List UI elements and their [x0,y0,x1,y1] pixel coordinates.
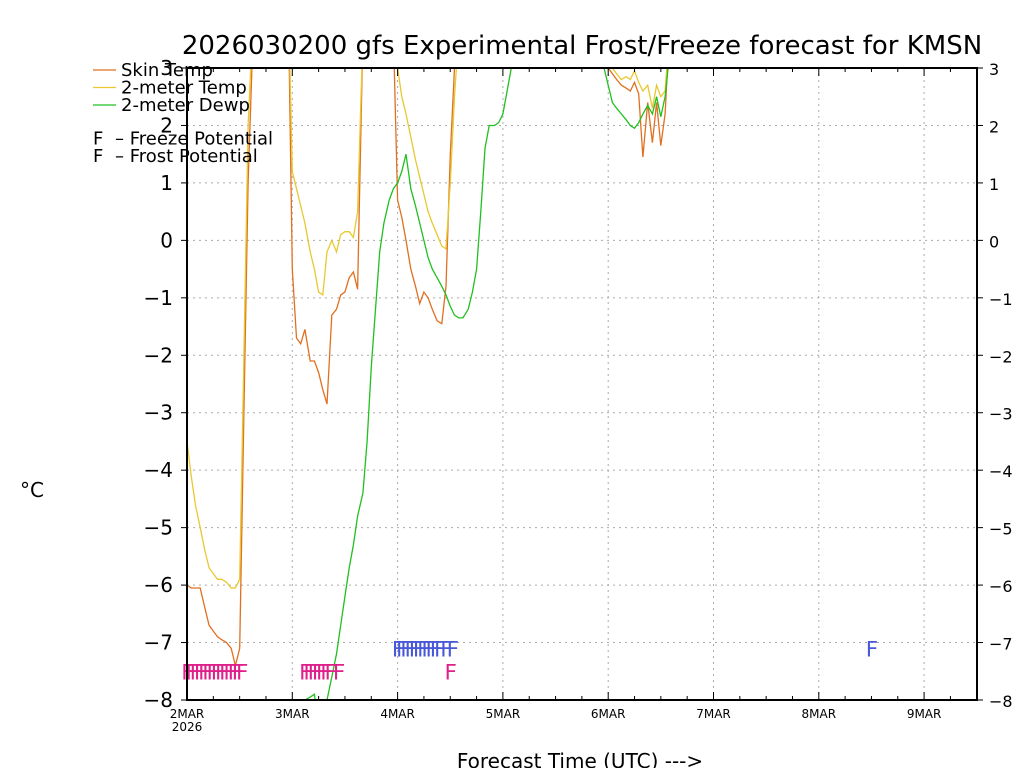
freeze-marker: F [320,660,333,684]
legend-label: – Freeze Potential [115,129,273,150]
plot-frame [186,67,978,701]
freeze-marker: F [307,660,320,684]
y-tick-label-right: −8 [989,692,1013,711]
freeze-marker: F [299,660,312,684]
y-tick-label-left: −2 [144,343,173,367]
freeze-marker: F [232,660,245,684]
y-tick-label-right: −5 [989,520,1013,539]
y-tick-label-left: −1 [144,286,173,310]
series-line-skin-temp [187,68,669,666]
y-tick-label-right: −7 [989,635,1013,654]
y-axis-label: °C [20,478,44,502]
frost-marker: F [425,637,438,661]
frost-marker: F [396,637,409,661]
legend-label: – Frost Potential [115,146,258,167]
legend-label: Skin Temp [121,60,213,81]
y-tick-label-left: −5 [144,516,173,540]
x-tick-label: 8MAR [802,707,837,721]
freeze-marker: F [312,660,325,684]
freeze-marker: F [189,660,202,684]
y-tick-label-left: −4 [144,458,173,482]
freeze-marker: F [444,660,457,684]
freeze-marker: F [194,660,207,684]
freeze-marker: F [198,660,211,684]
series-line-2-meter-dewp [303,68,669,700]
frost-marker: F [392,637,405,661]
frost-marker: F [446,637,459,661]
x-axis-label: Forecast Time (UTC) ---> [457,749,703,768]
x-tick-label: 9MAR [907,707,942,721]
frost-marker: F [865,637,878,661]
x-tick-label: 2MAR [170,707,205,721]
freeze-marker: F [210,660,223,684]
chart-title: 2026030200 gfs Experimental Frost/Freeze… [182,31,982,61]
x-tick-label: 6MAR [591,707,626,721]
freeze-marker: F [185,660,198,684]
y-tick-label-left: −6 [144,573,173,597]
legend-label: 2-meter Dewp [121,95,250,116]
legend-glyph: F [93,129,103,150]
y-tick-label-right: 1 [989,175,999,194]
frost-marker: F [434,637,447,661]
freeze-marker: F [324,660,337,684]
frost-marker: F [440,637,453,661]
frost-marker: F [404,637,417,661]
frost-marker: F [421,637,434,661]
freeze-marker: F [223,660,236,684]
freeze-marker: F [333,660,346,684]
y-tick-label-right: 3 [989,60,999,79]
y-tick-label-left: 2 [160,113,173,137]
frost-marker: F [408,637,421,661]
frost-marker: F [413,637,426,661]
x-tick-label: 3MAR [275,707,310,721]
frost-marker: F [430,637,443,661]
freeze-marker: F [206,660,219,684]
y-tick-label-right: −6 [989,577,1013,596]
freeze-marker: F [227,660,240,684]
freeze-marker: F [236,660,249,684]
x-tick-label: 5MAR [486,707,521,721]
frost-marker: F [400,637,413,661]
freeze-marker: F [215,660,228,684]
legend-label: 2-meter Temp [121,78,247,99]
freeze-marker: F [316,660,329,684]
freeze-marker: F [303,660,316,684]
y-tick-label-left: 1 [160,171,173,195]
frost-marker: F [417,637,430,661]
x-tick-label: 4MAR [380,707,415,721]
y-tick-label-left: 0 [160,228,173,252]
legend-glyph: F [93,146,103,167]
x-tick-sublabel: 2026 [172,720,203,734]
x-tick-label: 7MAR [696,707,731,721]
gridlines [187,68,977,700]
y-tick-label-right: −4 [989,462,1013,481]
y-tick-label-left: −3 [144,401,173,425]
y-tick-label-right: 0 [989,232,999,251]
y-tick-label-right: −2 [989,347,1013,366]
y-tick-label-left: −8 [144,688,173,712]
y-tick-label-left: −7 [144,631,173,655]
y-tick-label-right: −1 [989,290,1013,309]
axes: 3 3 2 2 1 1 0 0 −1 −1 −2 −2 −3 −3 −4 −4 −5 −5 −6 −6 −7 −7 −8 −8… [144,56,1013,734]
series-lines [187,68,669,700]
freeze-marker: F [202,660,215,684]
freeze-marker: F [219,660,232,684]
y-tick-label-right: −3 [989,405,1013,424]
series-line-2-meter-temp [187,68,668,589]
y-tick-label-right: 2 [989,117,999,136]
y-tick-label-left: 3 [160,56,173,80]
